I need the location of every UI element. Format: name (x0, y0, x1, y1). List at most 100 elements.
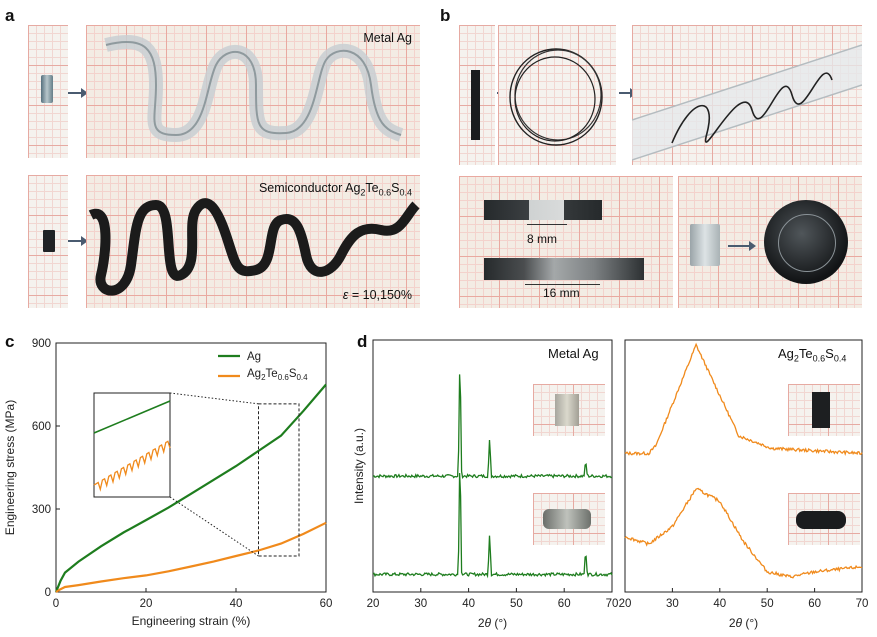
ags-stretched-ribbon-photo: Semiconductor Ag2Te0.6S0.4 ε = 10,150% (86, 175, 420, 308)
strain-caption: ε = 10,150% (342, 288, 412, 302)
bar-sample-8mm (484, 200, 602, 220)
legend-text: Ag (247, 368, 261, 380)
dimension-line (527, 224, 567, 225)
x-tick-label: 50 (761, 598, 774, 610)
spiral-tube-graphic (632, 44, 862, 161)
inset-ag-line (93, 400, 171, 434)
inset-ags-line (93, 440, 171, 492)
inset-connector (169, 392, 259, 405)
xrd-pattern-top (624, 342, 863, 457)
panel-label-a: a (5, 6, 15, 25)
x-tick-label: 50 (510, 598, 523, 610)
wire-spiral-on-tube-photo (632, 25, 862, 165)
x-tick-label: 0 (53, 598, 59, 610)
ags-sample-photo (28, 175, 68, 308)
x-tick-label: 20 (140, 598, 153, 610)
bar-extension-photo: 8 mm 16 mm (459, 176, 673, 308)
x-tick-label: 30 (666, 598, 679, 610)
coin (764, 200, 848, 284)
ag-bulk-inset-photo (533, 384, 605, 436)
ag-sample-photo (28, 25, 68, 158)
ag-foil-sample (543, 509, 591, 529)
xrd-pattern-bottom (372, 472, 613, 579)
ags-bulk-inset-photo (788, 384, 860, 436)
xrd-ag-pane: 20 30 40 50 60 70 2θ (°) Intensity (a.u.) (352, 339, 618, 630)
panel-label-d: d (357, 332, 368, 351)
y-tick-label: 900 (32, 338, 51, 350)
ags-bulk-sample (812, 392, 830, 428)
xrd-ags-title: Ag2Te0.6S0.4 (778, 346, 847, 364)
coin-emblem (778, 214, 836, 272)
x-label-part: (°) (742, 616, 758, 630)
pressed-coin-photo (678, 176, 862, 308)
x-axis-label: Engineering strain (%) (132, 614, 251, 628)
y-tick-label: 0 (45, 587, 51, 599)
ags-ribbon-graphic (88, 198, 420, 296)
plot-frame (55, 342, 327, 593)
length-label-16mm: 16 mm (543, 286, 580, 300)
x-axis-label: 2θ (°) (729, 616, 758, 630)
ag-caption: Metal Ag (363, 31, 412, 45)
wire-coil-graphic (509, 48, 603, 146)
x-tick-label: 30 (414, 598, 427, 610)
x-tick-label: 40 (713, 598, 726, 610)
legend-text: Te (266, 368, 278, 380)
ag-stress-line (54, 383, 327, 593)
ag-stretched-ribbon-photo: Metal Ag (86, 25, 420, 158)
legend-subscript: 2 (261, 373, 266, 382)
xrd-ags-pane: 20 30 40 50 60 70 2θ (°) (619, 339, 869, 630)
y-tick-label: 300 (32, 504, 51, 516)
y-axis-label: Engineering stress (MPa) (3, 400, 17, 535)
legend-text: S (289, 368, 297, 380)
inset-box (93, 392, 171, 498)
length-label-8mm: 8 mm (527, 232, 557, 246)
y-axis-label: Intensity (a.u.) (352, 428, 366, 504)
x-tick-label: 20 (619, 598, 632, 610)
ags-stress-line (55, 521, 327, 593)
x-label-theta: θ (485, 616, 492, 630)
x-axis-label: 2θ (°) (478, 616, 507, 630)
xrd-ag-title: Metal Ag (548, 346, 599, 361)
stress-strain-inset (93, 392, 300, 557)
bar-sample-16mm (484, 258, 644, 280)
x-tick-label: 60 (808, 598, 821, 610)
arrow-icon (68, 236, 88, 246)
xrd-pattern-bottom (624, 487, 863, 579)
x-tick-label: 60 (320, 598, 333, 610)
x-tick-label: 70 (856, 598, 869, 610)
plot-frame (624, 339, 863, 593)
x-tick-label: 40 (230, 598, 243, 610)
xrd-pattern-top (372, 374, 613, 480)
arrow-icon (728, 241, 756, 251)
legend-label-ag: Ag (247, 351, 261, 363)
legend-subscript: 0.6 (278, 373, 290, 382)
dimension-line (525, 284, 600, 285)
ag-sample-block (41, 75, 53, 103)
ags-flake-inset-photo (788, 493, 860, 545)
x-label-part: 2 (478, 616, 485, 630)
legend-subscript: 0.4 (296, 373, 308, 382)
inset-connector (169, 496, 259, 557)
x-label-theta: θ (736, 616, 743, 630)
legend-label-ags: Ag2Te0.6S0.4 (247, 368, 308, 382)
x-tick-label: 40 (462, 598, 475, 610)
plot-frame (372, 339, 613, 593)
ag-ribbon-graphic (104, 34, 404, 143)
ags-caption: Semiconductor Ag2Te0.6S0.4 (258, 181, 412, 198)
ags-rod-photo (459, 25, 495, 165)
ags-flake-sample (796, 511, 846, 529)
ags-wire-coil-photo (498, 25, 616, 165)
ag-bulk-sample (555, 394, 579, 426)
panel-label-c: c (5, 332, 15, 351)
stress-strain-series (54, 383, 327, 593)
x-label-part: (°) (491, 616, 507, 630)
x-tick-label: 20 (367, 598, 380, 610)
ags-sample-block (43, 230, 55, 252)
ag-foil-inset-photo (533, 493, 605, 545)
arrow-icon (619, 88, 637, 98)
x-label-part: 2 (729, 616, 736, 630)
ags-cube (690, 224, 720, 266)
